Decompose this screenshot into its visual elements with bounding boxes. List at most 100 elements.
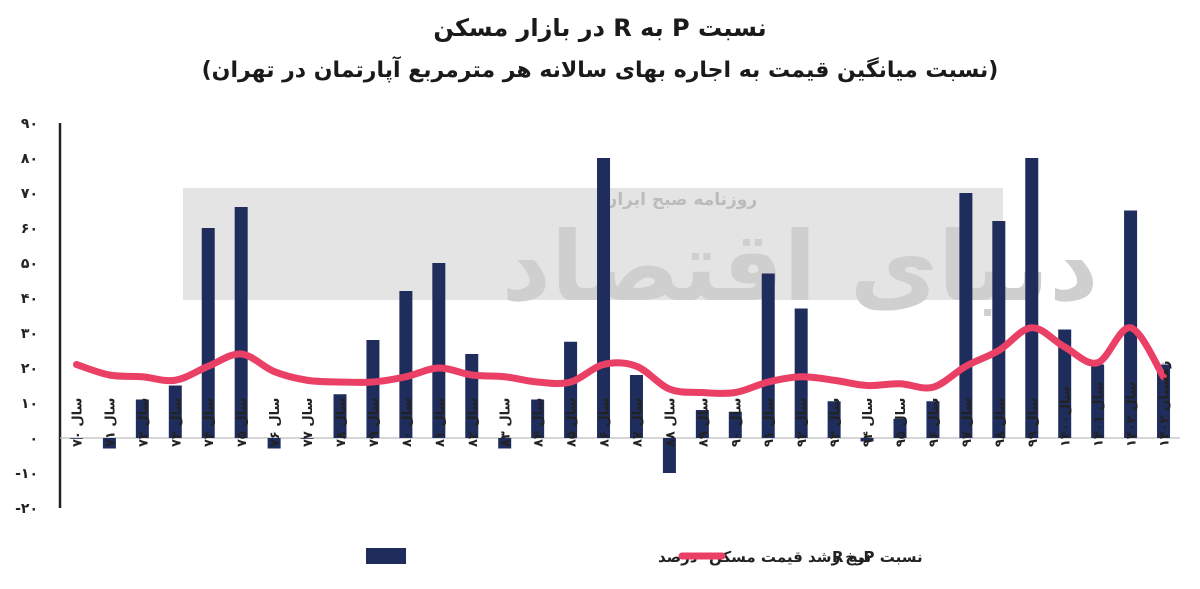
line-point — [668, 388, 670, 390]
line-point — [207, 365, 209, 367]
bar — [893, 418, 907, 438]
line-point — [141, 376, 143, 378]
bar — [234, 207, 248, 438]
line-point — [504, 376, 506, 378]
x-tick-label: زمستان ۱۴۰۲ — [1158, 361, 1173, 447]
x-tick-label: سال ۷۸ — [334, 398, 349, 447]
line-point — [1130, 327, 1132, 329]
line-point — [75, 364, 77, 365]
bar — [860, 438, 874, 442]
x-tick-label: سال ۸۰ — [400, 398, 415, 447]
x-tick-label: سال ۹۲ — [795, 398, 810, 447]
bar — [69, 438, 83, 439]
bar — [564, 341, 578, 438]
x-tick-label: سال ۷۰ — [70, 398, 85, 447]
line-point — [174, 379, 176, 381]
line-point — [1031, 327, 1033, 329]
line-point — [1064, 346, 1066, 348]
x-tick-label: سال ۹۷ — [960, 398, 975, 447]
legend-swatch-bar — [366, 548, 406, 564]
y-tick-label: ۵۰ — [21, 256, 38, 272]
x-tick-label: سال ۸۵ — [565, 398, 580, 447]
legend-label-line: نسبت Pبه R — [832, 548, 923, 566]
watermark-main: دنیای اقتصاد — [502, 211, 1099, 323]
line-point — [405, 376, 407, 378]
x-tick-label: سال ۹۱ — [762, 398, 777, 447]
x-tick-label: سال ۹۳ — [828, 398, 843, 447]
y-tick-label: ۱۰ — [21, 396, 38, 412]
x-tick-label: سال ۷۲ — [136, 398, 151, 447]
watermark-sub: روزنامه صبح ایران — [603, 190, 757, 210]
bar — [201, 228, 215, 438]
line-point — [570, 381, 572, 383]
bar — [629, 375, 643, 438]
line-point — [932, 386, 934, 388]
line-point — [240, 353, 242, 355]
line-point — [603, 364, 605, 365]
x-tick-label: سال ۹۹ — [1026, 398, 1041, 447]
bar — [102, 438, 116, 449]
x-tick-label: سال ۸۴ — [532, 398, 547, 447]
x-tick-label: سال ۹۸ — [993, 398, 1008, 447]
bar — [1091, 364, 1105, 438]
bar — [761, 273, 775, 438]
bar — [1025, 158, 1039, 438]
bar — [135, 399, 149, 438]
y-tick-label: ۹۰ — [21, 116, 38, 132]
line-point — [800, 376, 802, 378]
x-tick-label: سال ۸۳ — [499, 398, 514, 447]
x-tick-label: سال۱۴۰۰ — [1059, 386, 1074, 447]
x-tick-label: سال ۷۱ — [103, 398, 118, 447]
bar — [333, 394, 347, 438]
x-tick-label: سال ۱۴۰۱ — [1092, 382, 1107, 447]
line-point — [372, 381, 374, 383]
line-point — [537, 381, 539, 383]
x-tick-label: سال ۸۲ — [466, 398, 481, 447]
y-tick-label: ۳۰ — [21, 326, 38, 342]
line-point — [998, 350, 1000, 351]
bar — [959, 193, 973, 438]
bar — [531, 399, 545, 438]
x-tick-label: سال ۷۴ — [202, 398, 217, 447]
line-point — [273, 371, 275, 372]
line-point — [734, 392, 736, 393]
y-tick-label: ۰ — [29, 431, 38, 447]
x-tick-label: سال ۹۶ — [927, 398, 942, 447]
x-tick-label: سال ۷۹ — [367, 398, 382, 447]
x-tick-label: سال ۹۰ — [729, 398, 744, 447]
bar — [366, 340, 380, 438]
line-point — [866, 385, 868, 386]
bar — [168, 385, 182, 438]
y-tick-label: -۲۰ — [15, 501, 38, 517]
line-point — [306, 379, 308, 381]
bar — [728, 411, 742, 438]
bar — [1058, 329, 1072, 438]
x-tick-label: سال ۸۱ — [433, 398, 448, 447]
bar — [399, 291, 413, 438]
chart-title: نسبت P به R در بازار مسکن — [433, 14, 767, 42]
line-point — [899, 383, 901, 385]
bar — [827, 401, 841, 438]
bar — [992, 221, 1006, 438]
y-tick-label: ۴۰ — [21, 291, 38, 307]
x-tick-label: سال ۷۷ — [301, 398, 316, 447]
x-tick-label: سال ۹۵ — [894, 398, 909, 447]
x-tick-label: سال ۸۸ — [663, 398, 678, 447]
y-tick-label: ۸۰ — [21, 151, 38, 167]
bar — [926, 401, 940, 438]
bar — [695, 410, 709, 438]
line-point — [339, 381, 341, 383]
y-tick-label: ۲۰ — [21, 361, 38, 377]
line-point — [1097, 362, 1099, 364]
bar — [300, 438, 314, 439]
line-point — [108, 374, 110, 376]
bar — [1157, 364, 1171, 438]
x-tick-label: سال ۸۶ — [598, 398, 613, 447]
chart-subtitle: (نسبت میانگین قیمت به اجاره بهای سالانه … — [201, 58, 999, 83]
bar — [597, 158, 611, 438]
line-point — [635, 365, 637, 367]
watermark-band — [183, 188, 1003, 300]
line-point — [438, 367, 440, 369]
line-point — [701, 392, 703, 393]
x-tick-label: سال ۹۴ — [861, 398, 876, 447]
